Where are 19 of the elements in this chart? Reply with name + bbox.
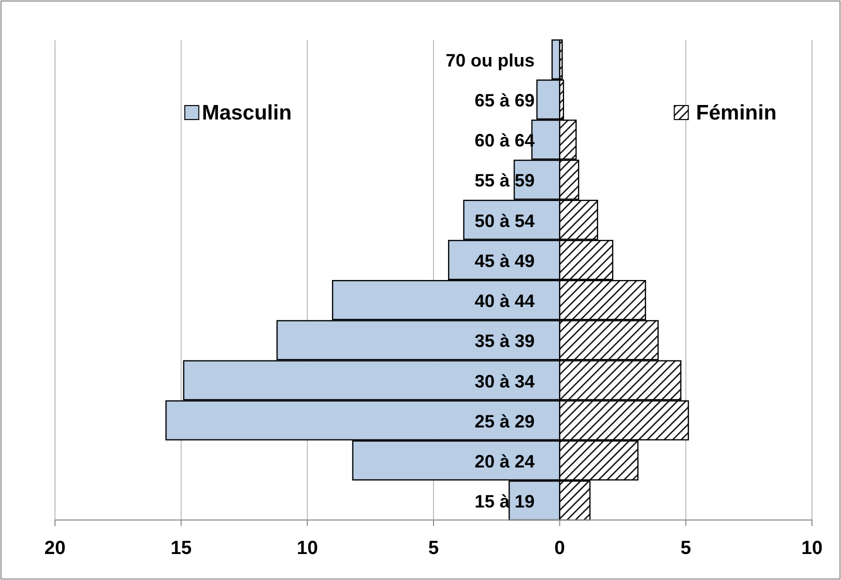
y-tick-label: 55 à 59 <box>474 170 535 191</box>
x-tick-label: 10 <box>801 538 823 559</box>
y-tick-label: 65 à 69 <box>474 90 535 111</box>
x-tick-label: 10 <box>296 538 318 559</box>
y-tick-label: 40 à 44 <box>474 291 535 312</box>
legend-label: Féminin <box>696 102 777 125</box>
y-tick-label: 45 à 49 <box>474 250 535 271</box>
x-tick-label: 5 <box>428 538 440 559</box>
x-tick-label: 5 <box>680 538 692 559</box>
x-tick-label: 15 <box>170 538 192 559</box>
x-tick-label: 20 <box>44 538 66 559</box>
y-tick-label: 35 à 39 <box>474 331 535 352</box>
y-tick-label: 50 à 54 <box>474 210 535 231</box>
y-tick-label: 25 à 29 <box>474 411 535 432</box>
x-tick-label: 0 <box>554 538 565 559</box>
legend-label: Masculin <box>202 102 292 125</box>
y-tick-label: 30 à 34 <box>474 371 535 392</box>
y-tick-label: 70 ou plus <box>446 50 535 70</box>
y-tick-label: 20 à 24 <box>474 451 535 472</box>
